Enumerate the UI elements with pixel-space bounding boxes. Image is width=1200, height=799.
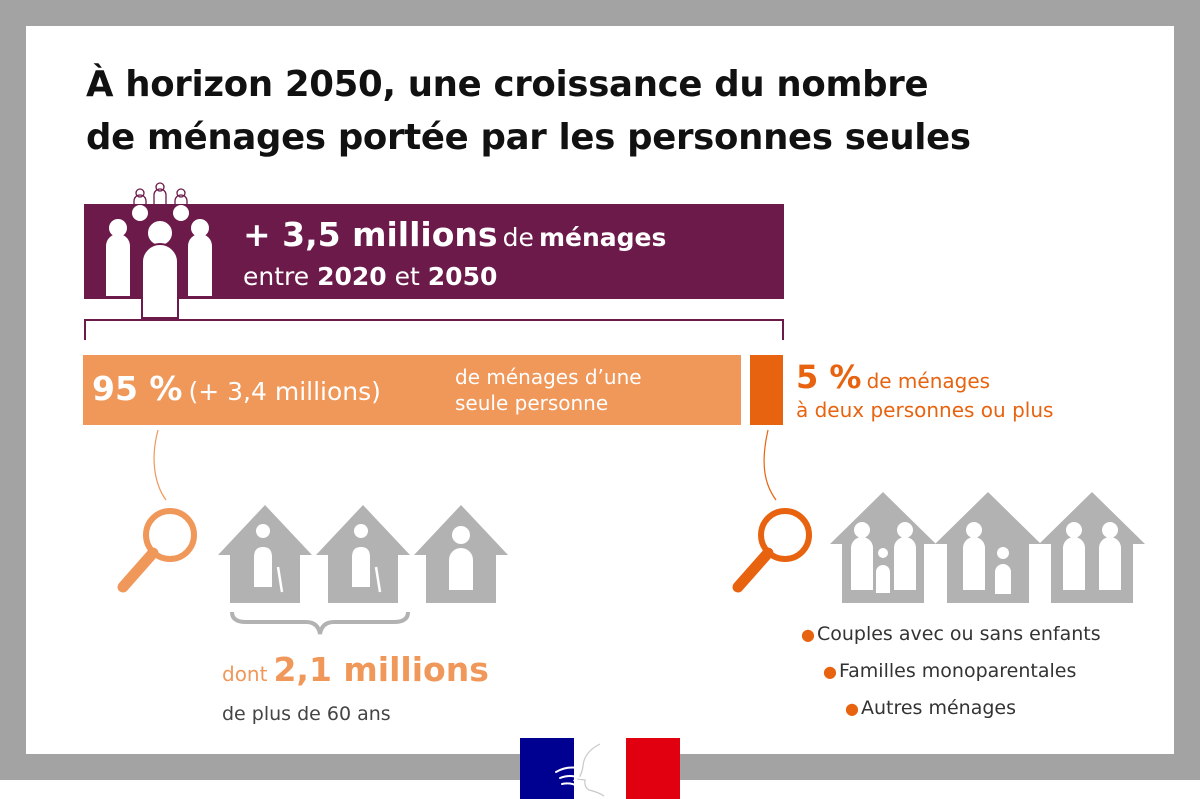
single-person-desc-line-2: seule personne <box>455 391 609 415</box>
single-person-share-label: 95 % (+ 3,4 millions) <box>92 369 381 408</box>
single-person-count: (+ 3,4 millions) <box>188 377 381 406</box>
seniors-value-line: dont 2,1 millions <box>222 650 489 689</box>
multi-person-desc-line-1: de ménages <box>866 369 991 393</box>
people-group-icon <box>106 182 212 319</box>
banner-period-line: entre 2020 et 2050 <box>243 262 497 291</box>
banner-menages: ménages <box>538 223 667 252</box>
household-type-label: Autres ménages <box>860 697 1017 719</box>
household-type-item: ● Autres ménages <box>845 697 1016 719</box>
year-end: 2050 <box>427 262 498 291</box>
banner-de: de <box>502 223 534 252</box>
house-couple-icon <box>830 492 936 603</box>
connector-single <box>153 429 167 501</box>
house-single-person-icon <box>414 505 508 603</box>
house-single-parent-icon <box>935 492 1041 603</box>
household-type-item: ● Familles monoparentales <box>823 660 1076 682</box>
single-person-description: de ménages d’une seule personne <box>455 364 642 416</box>
year-start: 2020 <box>317 262 387 291</box>
bullet-icon: ● <box>823 662 837 681</box>
page-title: À horizon 2050, une croissance du nombre… <box>86 58 971 164</box>
multi-person-share-bar <box>750 355 783 425</box>
house-senior-icon <box>218 505 312 603</box>
bullet-icon: ● <box>845 699 859 718</box>
title-line-2: de ménages portée par les personnes seul… <box>86 117 971 158</box>
banner-et: et <box>394 262 420 291</box>
single-person-share-bar <box>83 355 741 425</box>
house-senior-icon <box>316 505 410 603</box>
single-person-percent: 95 % <box>92 369 183 408</box>
household-type-label: Familles monoparentales <box>838 660 1077 682</box>
magnifier-icon-right <box>732 508 812 593</box>
seniors-brace <box>230 611 410 635</box>
multi-person-desc-line-2: à deux personnes ou plus <box>796 398 1054 422</box>
multi-person-percent: 5 % <box>796 358 862 396</box>
household-type-label: Couples avec ou sans enfants <box>816 623 1101 645</box>
house-other-household-icon <box>1039 492 1145 603</box>
title-line-1: À horizon 2050, une croissance du nombre <box>86 64 929 105</box>
seniors-value: 2,1 millions <box>273 650 489 689</box>
magnifier-icon-left <box>117 508 197 593</box>
connector-multi <box>763 429 777 501</box>
multi-person-share-label: 5 % de ménages <box>796 358 990 396</box>
household-type-item: ● Couples avec ou sans enfants <box>801 623 1101 645</box>
banner-entre: entre <box>243 262 310 291</box>
seniors-dont: dont <box>222 662 268 686</box>
bullet-icon: ● <box>801 625 815 644</box>
total-increase-value: + 3,5 millions <box>243 215 498 254</box>
banner-total-line: + 3,5 millions de ménages <box>243 215 666 254</box>
total-bracket <box>84 319 784 340</box>
marianne-flag-logo <box>520 738 680 799</box>
single-person-desc-line-1: de ménages d’une <box>455 365 642 389</box>
seniors-description: de plus de 60 ans <box>222 703 391 725</box>
